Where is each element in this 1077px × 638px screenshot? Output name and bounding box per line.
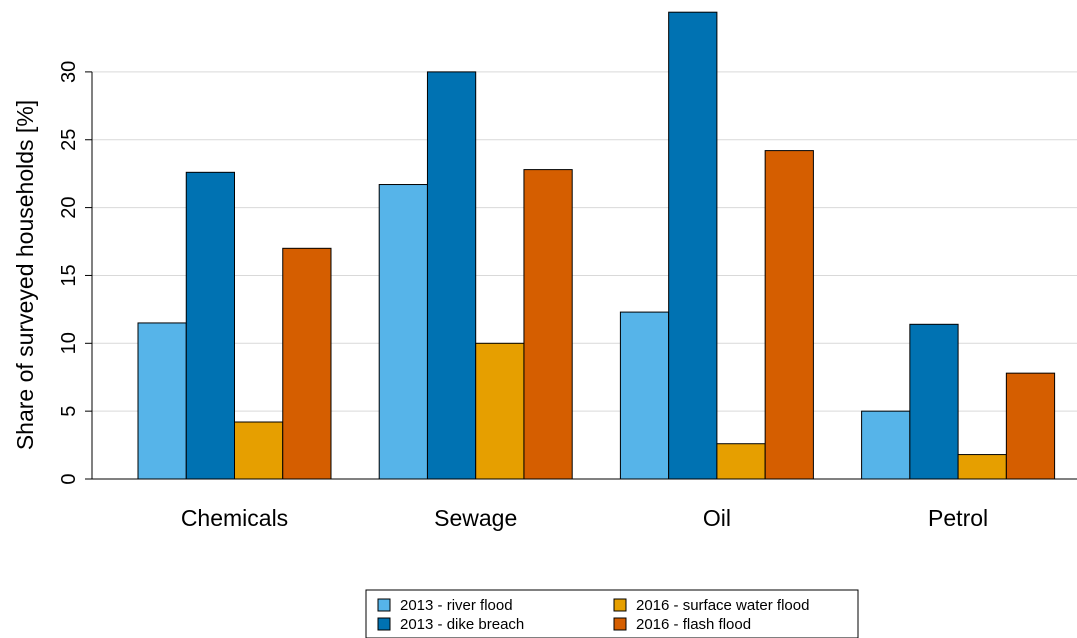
legend-label: 2013 - river flood <box>400 597 513 614</box>
category-label: Chemicals <box>181 505 288 531</box>
y-tick-label: 5 <box>58 406 80 417</box>
category-label: Petrol <box>928 505 988 531</box>
y-axis: 0 5 10 15 20 25 30 <box>58 61 93 485</box>
legend-swatch <box>377 617 391 631</box>
legend-label: 2016 - surface water flood <box>636 597 809 614</box>
category-labels: Chemicals Sewage Oil Petrol <box>181 505 988 531</box>
y-tick-label: 10 <box>58 332 80 354</box>
bar <box>523 169 573 480</box>
bar <box>619 311 670 480</box>
y-axis-title: Share of surveyed households [%] <box>12 100 38 450</box>
category-label: Sewage <box>434 505 517 531</box>
legend-swatch <box>377 598 391 612</box>
bar <box>1005 372 1056 480</box>
bar <box>957 454 1007 480</box>
y-tick-label: 0 <box>58 473 80 484</box>
legend-swatch <box>613 617 627 631</box>
category-label: Oil <box>703 505 731 531</box>
y-tick-label: 25 <box>58 129 80 151</box>
bar <box>378 184 428 480</box>
bar <box>764 150 814 480</box>
legend-box <box>365 589 859 638</box>
y-tick-label: 20 <box>58 196 80 218</box>
bar <box>909 323 959 480</box>
bar <box>137 322 187 480</box>
legend-label: 2013 - dike breach <box>400 616 524 633</box>
legend-swatch <box>613 598 627 612</box>
bar <box>234 421 284 480</box>
legend-label: 2016 - flash flood <box>636 616 751 633</box>
legend: 2013 - river flood 2013 - dike breach 2016… <box>365 589 859 638</box>
bar <box>426 71 477 480</box>
y-tick-label: 30 <box>58 61 80 83</box>
bar <box>716 443 766 480</box>
bar <box>861 410 911 480</box>
bar <box>185 171 235 480</box>
y-tick-label: 15 <box>58 264 80 286</box>
bar <box>475 342 525 480</box>
bars <box>137 11 1056 480</box>
bar <box>668 11 718 480</box>
bar <box>282 247 332 480</box>
